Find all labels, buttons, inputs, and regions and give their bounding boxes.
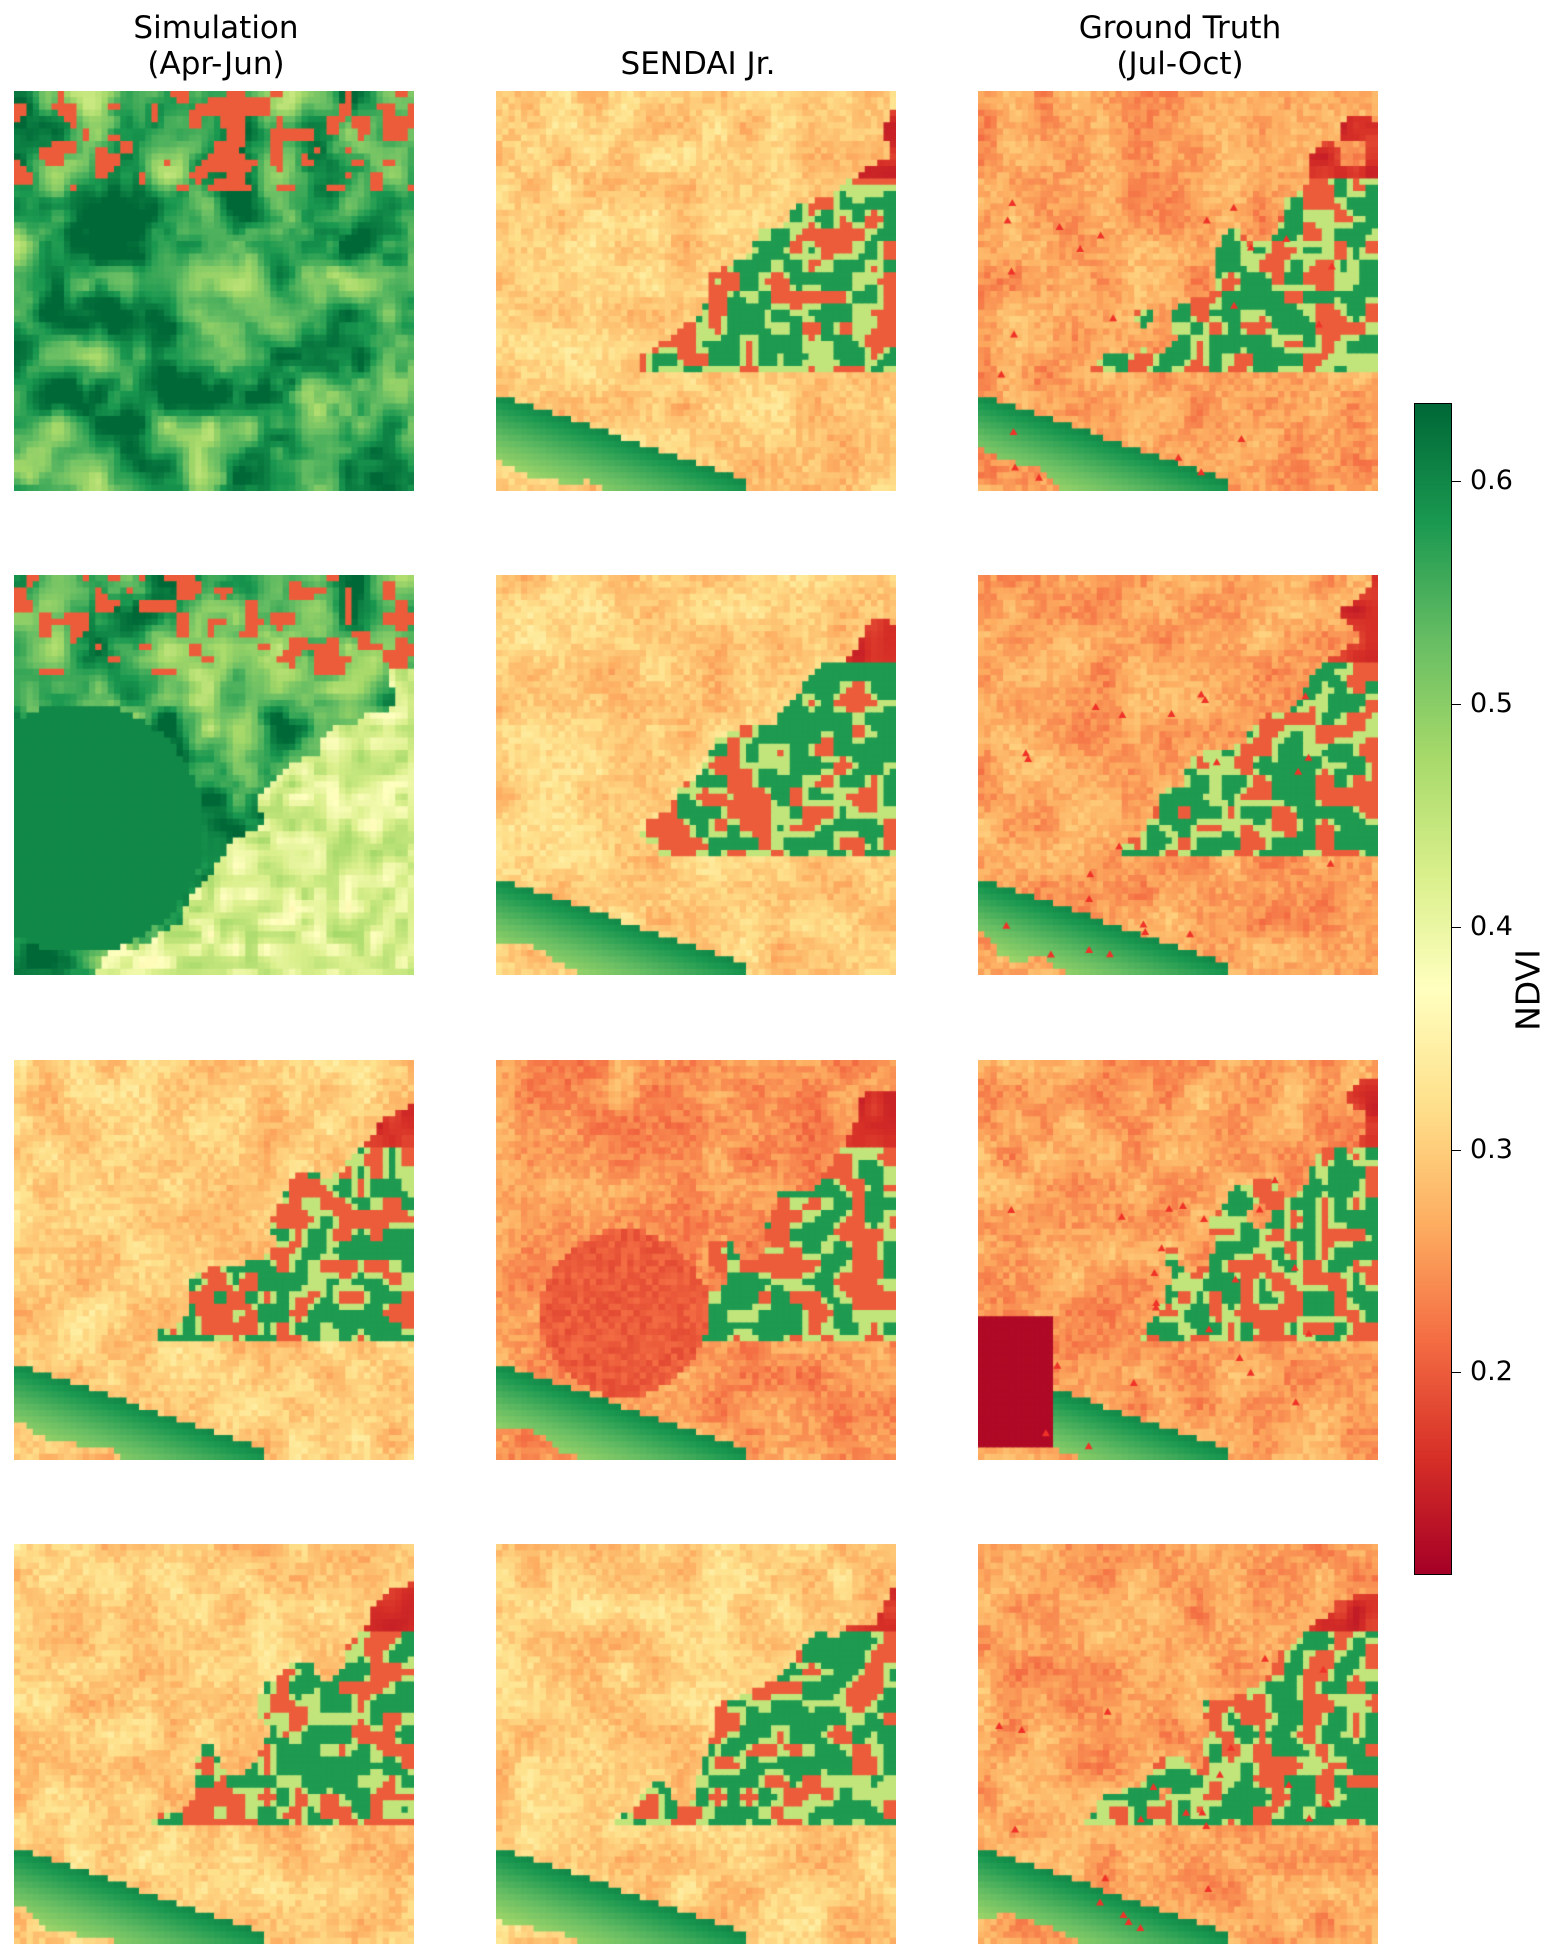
- heatmap-panel-r4-c1: [14, 1544, 414, 1944]
- heatmap-panel-r3-c2: [496, 1060, 896, 1460]
- colorbar-gradient: [1414, 403, 1452, 1575]
- colorbar-tick: [1452, 481, 1461, 482]
- column-title-sendai: SENDAI Jr.: [620, 46, 776, 82]
- colorbar-tick-label: 0.5: [1470, 687, 1513, 719]
- heatmap-panel-r3-c1: [14, 1060, 414, 1460]
- colorbar-label: NDVI: [1508, 949, 1548, 1031]
- column-title-simulation: Simulation (Apr-Jun): [133, 10, 299, 82]
- heatmap-panel-r4-c2: [496, 1544, 896, 1944]
- heatmap-panel-r1-c2: [496, 91, 896, 491]
- colorbar-tick: [1452, 926, 1461, 928]
- colorbar-tick-label: 0.2: [1470, 1356, 1513, 1388]
- colorbar-tick: [1452, 703, 1461, 705]
- heatmap-panel-r3-c3: [978, 1060, 1378, 1460]
- heatmap-panel-r2-c2: [496, 575, 896, 975]
- colorbar-tick: [1452, 1149, 1461, 1151]
- column-title-ground-truth: Ground Truth (Jul-Oct): [1078, 10, 1282, 82]
- heatmap-panel-r2-c3: [978, 575, 1378, 975]
- heatmap-panel-r1-c3: [978, 91, 1378, 491]
- colorbar-tick-label: 0.4: [1470, 910, 1513, 942]
- colorbar: 0.2 0.3 0.4 0.5 0.6: [1414, 403, 1513, 1575]
- colorbar-tick-label: 0.3: [1470, 1133, 1513, 1165]
- heatmap-panel-r1-c1: [14, 91, 414, 491]
- colorbar-tick-label: 0.6: [1470, 465, 1513, 496]
- heatmap-panel-r2-c1: [14, 575, 414, 975]
- colorbar-tick: [1452, 1372, 1461, 1374]
- heatmap-panel-r4-c3: [978, 1544, 1378, 1944]
